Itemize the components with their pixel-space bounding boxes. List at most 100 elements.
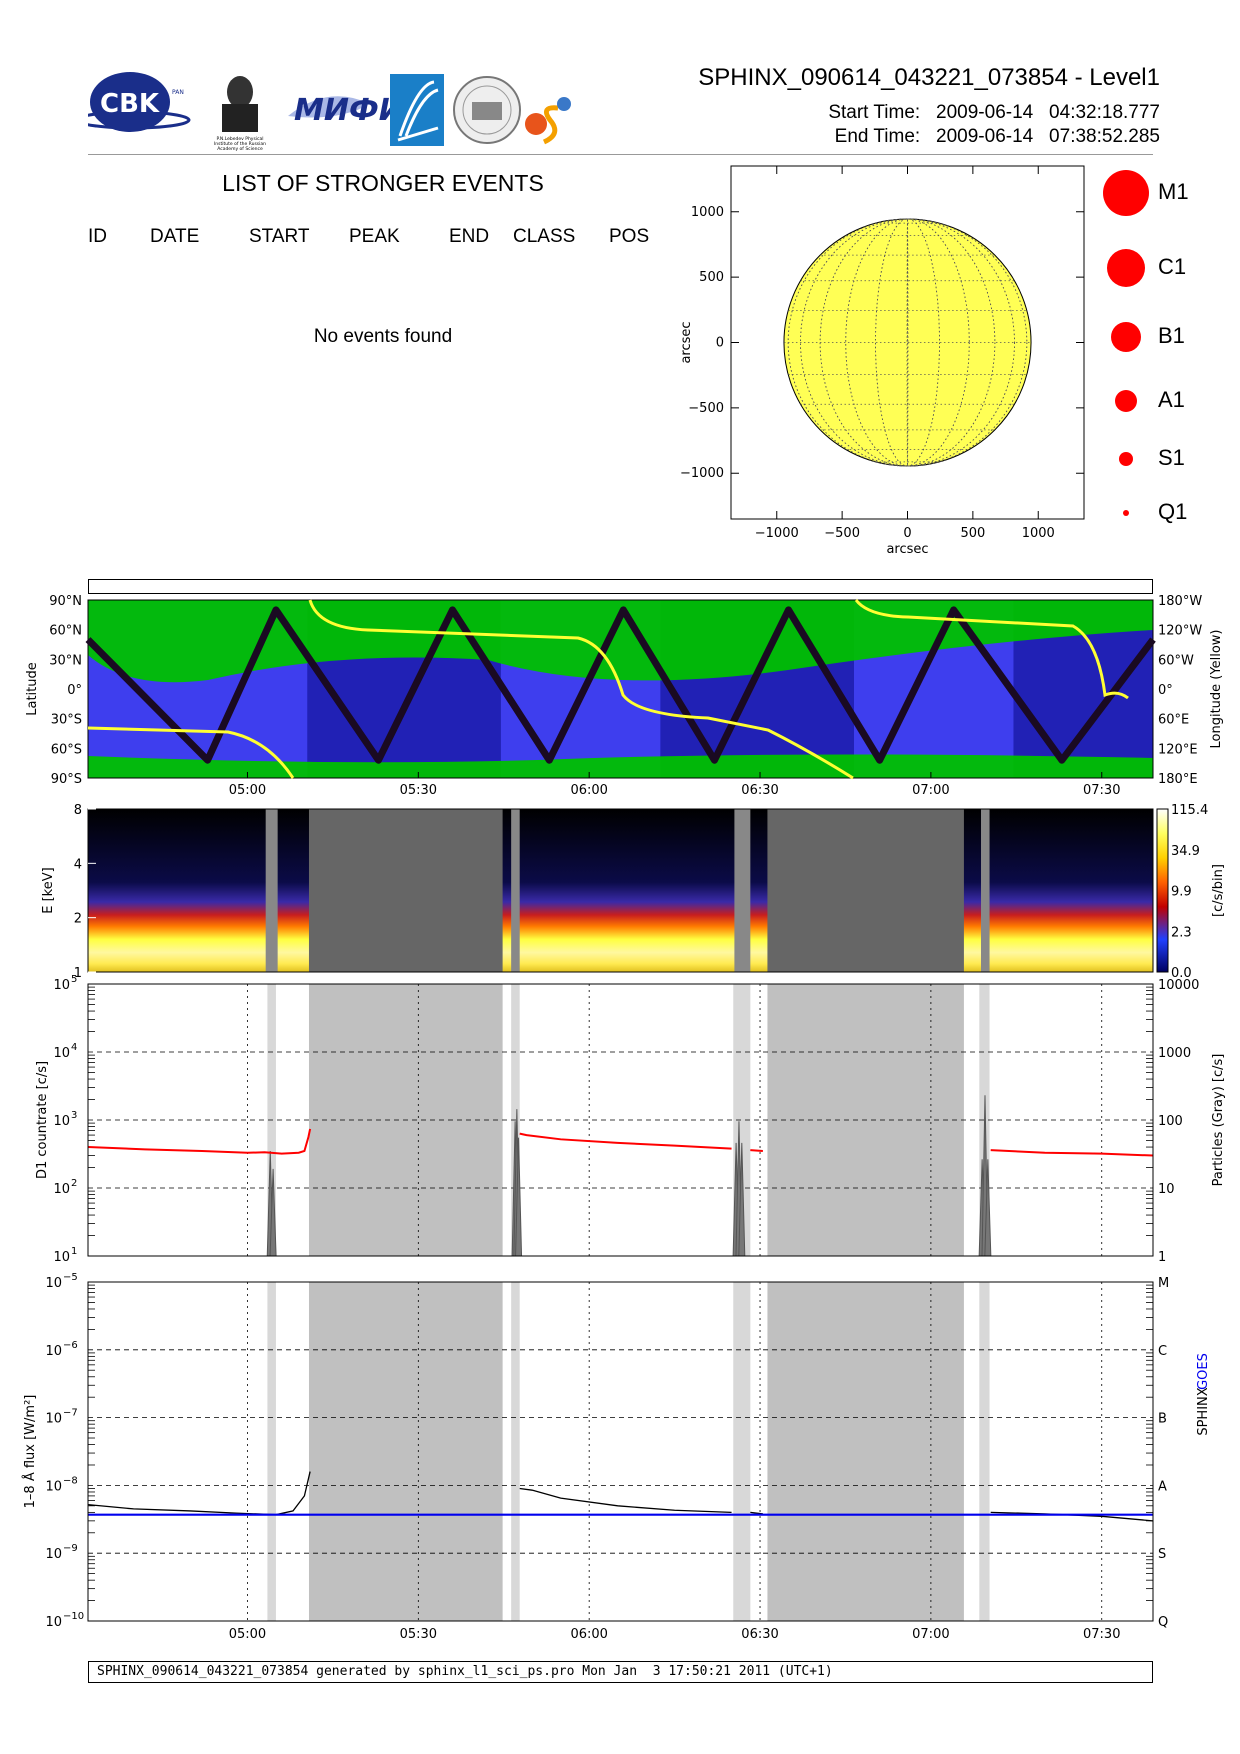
goes-shade-band xyxy=(733,1282,751,1621)
goes-left-tick-base: 10 xyxy=(45,1547,62,1562)
mifi-text: МИФИ xyxy=(294,93,404,128)
orbit-x-tick-label: 07:30 xyxy=(1083,783,1120,798)
d1-right-tick-label: 10000 xyxy=(1158,978,1199,993)
colorbar-label: [c/s/bin] xyxy=(1211,864,1226,917)
orbit-left-axis-label: Latitude xyxy=(25,662,40,716)
spectrogram-data-gap xyxy=(308,809,503,972)
status-bar xyxy=(88,579,1153,594)
no-events-message: No events found xyxy=(313,326,453,347)
goes-x-tick-label: 06:30 xyxy=(741,1627,778,1642)
legend-label-q1: Q1 xyxy=(1158,499,1188,524)
cbk-text: CBK xyxy=(100,89,160,119)
legend-label-c1: C1 xyxy=(1158,254,1187,279)
orbit-x-tick-label: 05:00 xyxy=(229,783,266,798)
orbit-panel-frame xyxy=(87,599,1154,779)
d1-left-tick-label: 10 xyxy=(53,1114,70,1129)
goes-left-tick-base: 10 xyxy=(45,1479,62,1494)
goes-x-tick-label: 06:00 xyxy=(570,1627,607,1642)
goes-shade-band xyxy=(767,1282,964,1621)
goes-right-label: GOES xyxy=(1196,1353,1211,1390)
spectrogram-data-gap xyxy=(767,809,964,972)
sun-position-map: −1000 −500 0 500 1000 −1000 −500 0 500 1000 arcsec… xyxy=(680,165,1085,557)
colorbar-tick-label: 34.9 xyxy=(1171,844,1200,859)
footer-note: SPHINX_090614_043221_073854 generated by… xyxy=(88,1661,1153,1683)
lebedev-logo: P.N.Lebedev Physical Institute of the Ru… xyxy=(214,76,266,152)
orbit-south-radiation-zone xyxy=(88,754,1153,778)
start-time-row: Start Time: 2009-06-14 04:32:18.777 xyxy=(700,102,1160,124)
goes-left-axis-label: 1–8 Å flux [W/m²] xyxy=(22,1395,38,1509)
legend-label-m1: M1 xyxy=(1158,179,1189,204)
orbit-lon-tick-label: 120°W xyxy=(1158,624,1202,639)
particle-spike xyxy=(515,1137,523,1257)
orbit-north-radiation-zone xyxy=(88,600,1153,683)
colorbar-tick-label: 2.3 xyxy=(1171,925,1192,940)
sun-meridian xyxy=(787,218,1028,467)
particle-spike xyxy=(269,1168,277,1257)
goes-class-tick-label: C xyxy=(1158,1344,1167,1359)
sun-y-tick-label: −500 xyxy=(688,401,724,416)
sun-x-axis-label: arcsec xyxy=(886,542,928,557)
spectrogram-data-gap xyxy=(265,809,278,972)
spectrogram-energy-tick-label: 1 xyxy=(74,966,82,981)
goes-x-tick-label: 05:30 xyxy=(400,1627,437,1642)
d1-right-tick-label: 1 xyxy=(1158,1250,1166,1265)
events-title: LIST OF STRONGER EVENTS xyxy=(222,170,544,196)
spectrogram-energy-tick-label: 4 xyxy=(74,857,82,872)
spectrogram-data-gap xyxy=(981,809,990,972)
start-time-value: 2009-06-14 04:32:18.777 xyxy=(936,102,1160,123)
lebedev-text-3: Academy of Science xyxy=(217,146,263,152)
events-col-class: CLASS xyxy=(513,226,576,247)
spectrogram-energy-tick-label: 2 xyxy=(74,912,82,927)
goes-class-tick-label: S xyxy=(1158,1547,1166,1562)
start-time-label: Start Time: xyxy=(828,102,921,123)
goes-left-tick-exponent: −10 xyxy=(63,1611,84,1622)
legend-marker-q1 xyxy=(1123,510,1129,516)
orbit-lat-tick-label: 0° xyxy=(67,683,82,698)
sun-meridian xyxy=(800,218,1015,467)
end-time-row: End Time: 2009-06-14 07:38:52.285 xyxy=(700,126,1160,148)
goes-panel-bg xyxy=(88,1282,1153,1621)
goes-left-tick-exponent: −7 xyxy=(63,1408,78,1419)
colorbar-tick-label: 115.4 xyxy=(1171,803,1208,818)
sun-y-tick-label: 1000 xyxy=(691,205,724,220)
goes-left-tick-base: 10 xyxy=(45,1344,62,1359)
d1-left-tick-exponent: 1 xyxy=(71,1246,77,1257)
d1-right-tick-label: 10 xyxy=(1158,1182,1175,1197)
goes-shade-band xyxy=(511,1282,520,1621)
spectrogram-intensity xyxy=(88,809,1153,972)
orbit-lat-tick-label: 90°S xyxy=(51,772,82,787)
sun-x-tick-label: −1000 xyxy=(755,526,799,541)
d1-left-tick-exponent: 3 xyxy=(71,1110,77,1121)
legend-marker-m1 xyxy=(1103,170,1149,216)
legend-marker-a1 xyxy=(1115,390,1137,412)
sphinx-right-label: SPHINX xyxy=(1196,1387,1211,1435)
institution-logos: CBK PAN P.N.Lebedev Physical Institute o… xyxy=(88,72,571,152)
goes-x-tick-label: 07:30 xyxy=(1083,1627,1120,1642)
legend-label-s1: S1 xyxy=(1158,445,1185,470)
report-title: SPHINX_090614_043221_073854 - Level1 xyxy=(698,64,1160,91)
orbit-lon-tick-label: 60°E xyxy=(1158,713,1189,728)
spectrogram-colorbar xyxy=(1156,808,1169,973)
d1-left-tick-exponent: 4 xyxy=(71,1042,77,1053)
sun-y-axis-label: arcsec xyxy=(680,321,694,363)
goes-left-tick-exponent: −5 xyxy=(63,1272,78,1283)
events-col-id: ID xyxy=(88,226,107,247)
legend-label-b1: B1 xyxy=(1158,323,1185,348)
sun-x-tick-label: 0 xyxy=(903,526,911,541)
events-col-end: END xyxy=(449,226,490,247)
d1-panel-frame xyxy=(87,983,1154,1257)
goes-x-tick-label: 05:00 xyxy=(229,1627,266,1642)
legend-label-a1: A1 xyxy=(1158,387,1185,412)
header-divider xyxy=(88,154,1153,155)
sphinx-flux-line xyxy=(519,1487,732,1514)
d1-left-tick-exponent: 5 xyxy=(71,974,77,985)
orbit-right-axis-label: Longitude (Yellow) xyxy=(1209,630,1224,749)
goes-x-tick-label: 07:00 xyxy=(912,1627,949,1642)
orbit-lat-tick-label: 60°S xyxy=(51,742,82,757)
goes-left-tick-base: 10 xyxy=(45,1615,62,1630)
events-col-peak: PEAK xyxy=(349,226,400,247)
goes-shade-band xyxy=(308,1282,503,1621)
orbit-x-tick-label: 05:30 xyxy=(400,783,437,798)
orbit-longitude-track xyxy=(308,599,854,780)
sun-y-tick-label: 0 xyxy=(716,336,724,351)
